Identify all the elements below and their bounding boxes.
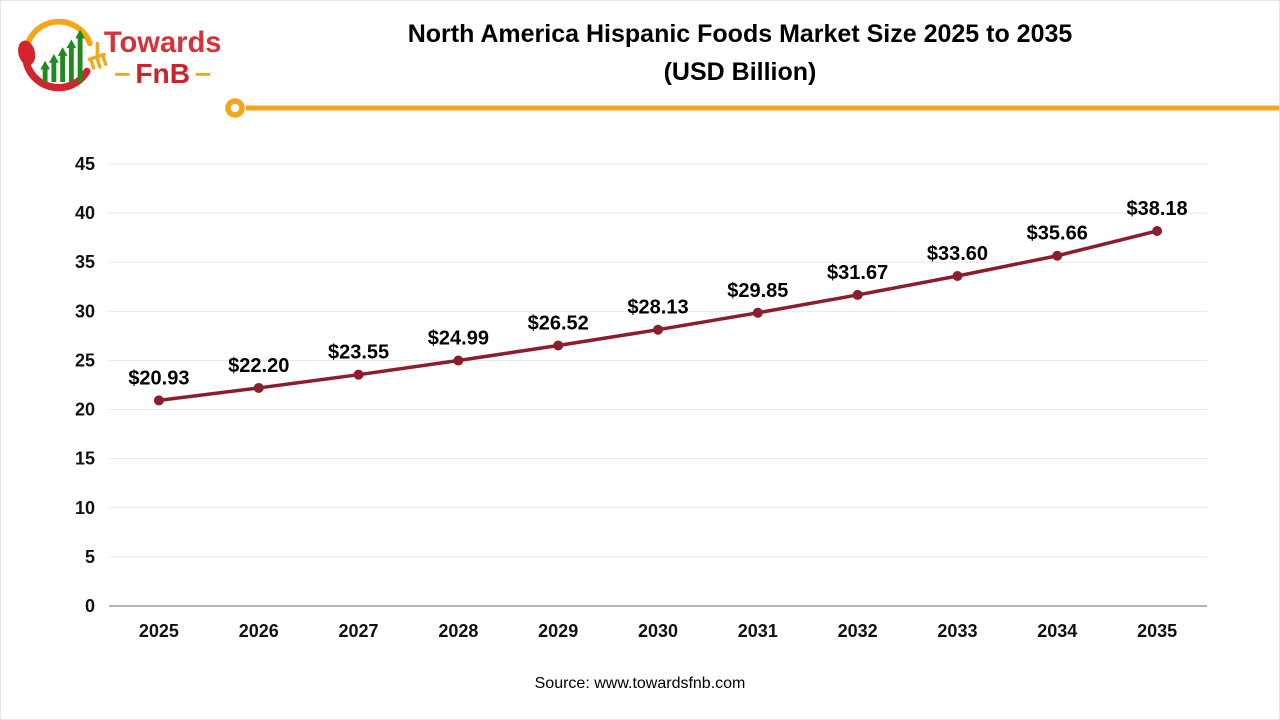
x-tick-label: 2032 — [838, 621, 878, 641]
fork-icon — [87, 41, 108, 70]
x-tick-label: 2030 — [638, 621, 678, 641]
data-point-label: $26.52 — [528, 313, 589, 335]
spoon-icon — [18, 40, 36, 66]
logo-text-towards: Towards — [104, 27, 221, 59]
data-point — [1052, 250, 1063, 261]
chart-title-line2: (USD Billion) — [663, 58, 817, 86]
towards-fnb-logo: Towards FnB — [15, 9, 222, 95]
y-tick-label: 40 — [75, 203, 95, 223]
chart-title-line1: North America Hispanic Foods Market Size… — [407, 20, 1073, 48]
data-point — [653, 324, 663, 335]
x-tick-label: 2033 — [937, 621, 977, 641]
data-point — [852, 289, 863, 300]
data-point-label: $22.20 — [228, 355, 289, 377]
y-tick-label: 10 — [75, 498, 95, 518]
data-point — [353, 369, 364, 380]
data-point-label: $20.93 — [128, 367, 189, 389]
y-tick-label: 30 — [75, 301, 95, 321]
data-point-label: $29.85 — [727, 280, 788, 302]
data-point — [153, 395, 164, 406]
divider-ring-icon — [225, 98, 245, 118]
y-tick-label: 15 — [75, 449, 95, 469]
growth-bars-icon — [40, 29, 85, 83]
y-tick-label: 45 — [75, 154, 95, 174]
towards-fnb-logo-graphic: Towards FnB — [18, 18, 222, 92]
data-point-label: $31.67 — [827, 262, 888, 284]
x-tick-label: 2031 — [738, 621, 778, 641]
x-tick-label: 2026 — [239, 621, 279, 641]
y-tick-label: 35 — [75, 252, 95, 272]
data-point-label: $33.60 — [927, 243, 988, 265]
data-point-label: $24.99 — [428, 328, 489, 350]
logo-text-fnb: FnB — [135, 57, 190, 89]
data-point — [253, 382, 264, 393]
title-divider — [225, 98, 1279, 118]
y-tick-label: 0 — [85, 596, 95, 616]
data-point-label: $23.55 — [328, 342, 389, 364]
data-point — [952, 270, 963, 281]
x-tick-label: 2035 — [1137, 621, 1177, 641]
data-point-label: $38.18 — [1127, 198, 1188, 220]
x-tick-label: 2025 — [139, 621, 179, 641]
data-point — [1152, 225, 1163, 236]
x-tick-label: 2034 — [1037, 621, 1077, 641]
data-point-label: $28.13 — [627, 297, 688, 319]
data-point — [553, 340, 564, 351]
x-tick-label: 2027 — [339, 621, 379, 641]
y-tick-label: 20 — [75, 400, 95, 420]
logo-yellow-arc — [25, 18, 93, 47]
x-tick-label: 2028 — [438, 621, 478, 641]
data-point — [752, 307, 763, 318]
source-text: Source: www.towardsfnb.com — [534, 675, 746, 692]
x-tick-label: 2029 — [538, 621, 578, 641]
y-tick-label: 25 — [75, 350, 95, 370]
data-point — [453, 355, 464, 366]
chart-title: North America Hispanic Foods Market Size… — [206, 15, 1274, 91]
y-tick-label: 5 — [85, 547, 95, 567]
data-point-label: $35.66 — [1027, 223, 1088, 245]
